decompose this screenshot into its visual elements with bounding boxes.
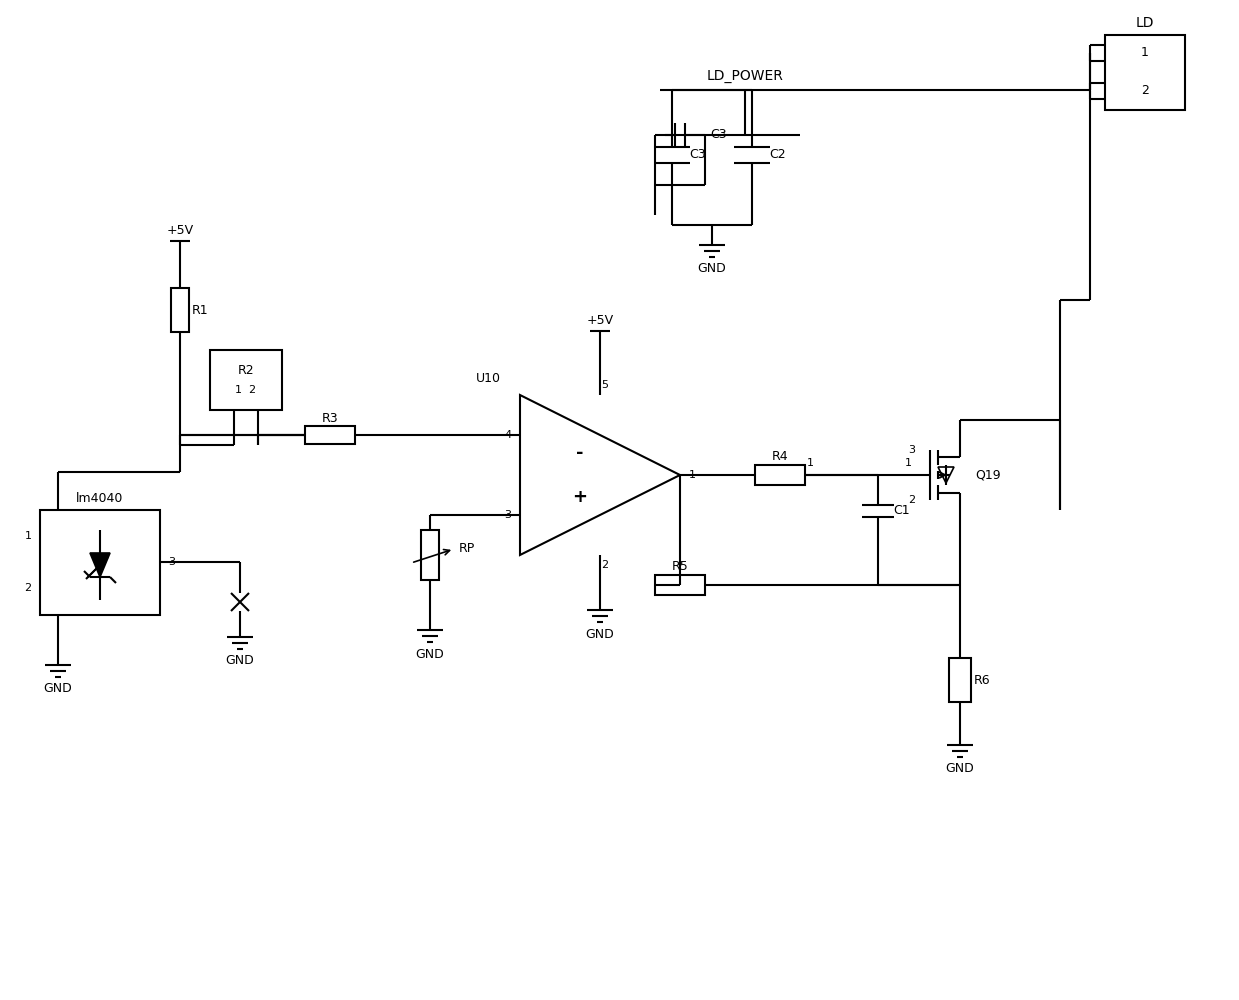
Bar — [755, 465, 805, 485]
Text: Q19: Q19 — [975, 468, 1001, 482]
Text: RP: RP — [458, 542, 475, 556]
Text: GND: GND — [225, 654, 254, 668]
Text: 2: 2 — [908, 495, 916, 505]
Text: LD: LD — [1136, 16, 1155, 30]
Text: GND: GND — [43, 682, 72, 696]
Text: LD_POWER: LD_POWER — [706, 69, 783, 83]
Text: 1: 1 — [25, 531, 31, 541]
Polygon shape — [90, 553, 110, 577]
Text: C2: C2 — [769, 148, 787, 161]
Text: 1: 1 — [807, 458, 814, 468]
Bar — [949, 658, 971, 702]
Text: R6: R6 — [974, 674, 990, 686]
Text: +5V: +5V — [166, 225, 193, 237]
Text: GND: GND — [586, 628, 615, 641]
Bar — [40, 510, 160, 615]
Text: 4: 4 — [504, 430, 512, 440]
Text: GND: GND — [415, 648, 445, 660]
Text: R4: R4 — [772, 450, 788, 464]
Bar — [171, 288, 190, 332]
Text: +5V: +5V — [586, 314, 613, 328]
Text: GND: GND — [698, 262, 726, 275]
Text: 1: 1 — [1141, 46, 1149, 60]
Text: 3: 3 — [169, 557, 176, 567]
Text: lm4040: lm4040 — [77, 491, 124, 504]
Text: R3: R3 — [322, 412, 338, 424]
Text: 2: 2 — [601, 560, 608, 570]
Text: U10: U10 — [476, 372, 501, 385]
Bar — [305, 426, 356, 444]
Text: 3: 3 — [908, 445, 916, 455]
Text: R5: R5 — [672, 560, 689, 574]
Text: 2: 2 — [1141, 85, 1149, 98]
Text: GND: GND — [945, 762, 974, 776]
Text: 3: 3 — [504, 510, 512, 520]
Bar — [655, 575, 705, 595]
Text: 1: 1 — [904, 458, 912, 468]
Text: C1: C1 — [893, 504, 911, 518]
Text: R2: R2 — [238, 363, 254, 376]
Bar — [209, 350, 282, 410]
Text: -: - — [576, 444, 584, 462]
Text: C3: C3 — [690, 148, 706, 161]
Text: C3: C3 — [711, 128, 727, 141]
Text: 5: 5 — [601, 380, 608, 390]
Bar — [1105, 35, 1184, 110]
Text: R1: R1 — [192, 304, 208, 316]
Text: 2: 2 — [25, 583, 31, 593]
Text: 1  2: 1 2 — [235, 385, 256, 395]
Text: +: + — [572, 488, 587, 506]
Text: 1: 1 — [689, 470, 695, 480]
Bar — [421, 530, 439, 580]
